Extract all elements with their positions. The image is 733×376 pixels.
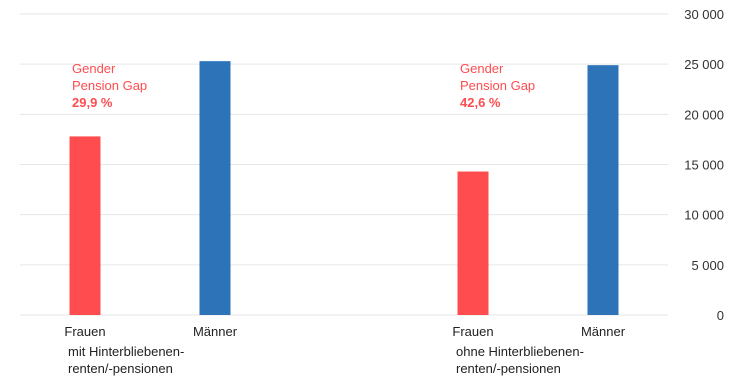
annotation-line: Pension Gap	[460, 78, 535, 93]
y-tick-label: 30 000	[684, 7, 724, 22]
bar-maenner	[199, 61, 231, 316]
y-tick-label: 5 000	[691, 258, 724, 273]
group-label-line: mit Hinterbliebenen-	[68, 344, 184, 359]
category-label: Frauen	[452, 324, 493, 339]
annotation-line: Gender	[460, 61, 504, 76]
annotation-line: Pension Gap	[72, 78, 147, 93]
group-label-line: renten/-pensionen	[456, 361, 561, 376]
category-label: Männer	[581, 324, 626, 339]
bar-frauen	[457, 171, 489, 315]
bar-maenner	[587, 65, 619, 315]
annotation-line: Gender	[72, 61, 116, 76]
bar-frauen	[69, 136, 101, 315]
y-tick-label: 0	[717, 308, 724, 323]
annotation-value: 42,6 %	[460, 95, 501, 110]
group-label-line: ohne Hinterbliebenen-	[456, 344, 584, 359]
y-tick-label: 15 000	[684, 158, 724, 173]
annotation-value: 29,9 %	[72, 95, 113, 110]
y-tick-label: 20 000	[684, 107, 724, 122]
category-label: Frauen	[64, 324, 105, 339]
y-tick-label: 25 000	[684, 57, 724, 72]
y-tick-label: 10 000	[684, 208, 724, 223]
category-label: Männer	[193, 324, 238, 339]
group-label-line: renten/-pensionen	[68, 361, 173, 376]
